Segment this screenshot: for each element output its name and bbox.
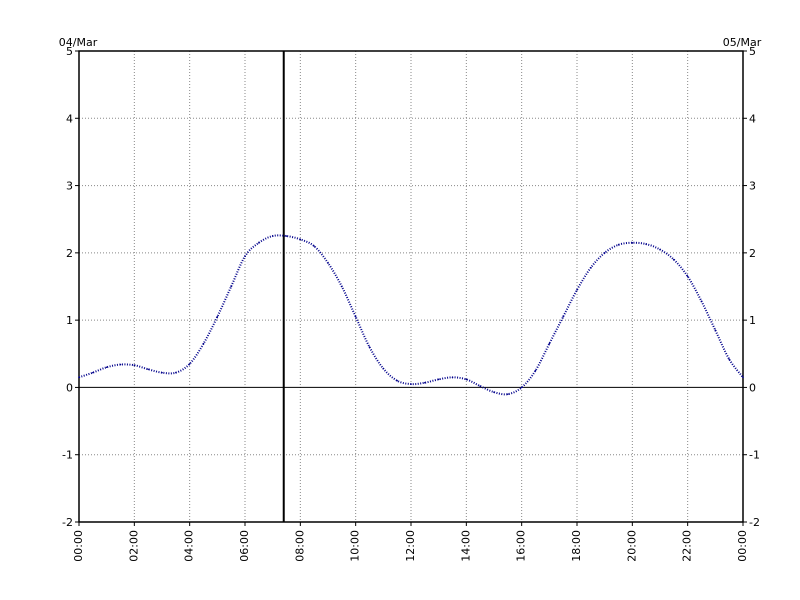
x-tick-label: 00:00	[736, 530, 749, 562]
x-tick-label: 18:00	[570, 530, 583, 562]
data-point	[258, 241, 260, 244]
data-point	[230, 285, 232, 288]
data-point	[617, 243, 620, 246]
y-tick-label-left: -1	[62, 449, 73, 462]
x-tick-label: 16:00	[515, 530, 528, 562]
y-tick-label-left: 5	[66, 45, 73, 58]
data-point	[133, 364, 136, 367]
plot-frame	[78, 50, 744, 523]
data-point	[244, 255, 246, 258]
data-point	[299, 238, 302, 241]
data-point	[175, 371, 177, 374]
y-tick-label-right: -1	[749, 449, 760, 462]
data-point	[742, 376, 744, 379]
data-point	[327, 262, 329, 264]
data-point	[92, 371, 94, 374]
data-point	[534, 369, 537, 372]
data-point	[451, 376, 454, 379]
x-tick-label: 20:00	[625, 530, 638, 562]
data-point	[465, 378, 468, 381]
data-point	[341, 285, 343, 288]
y-tick-label-left: 2	[66, 247, 73, 260]
data-point	[659, 248, 661, 251]
y-tick-label-right: 3	[749, 180, 756, 193]
x-tick-label: 02:00	[127, 530, 140, 562]
data-point	[105, 366, 108, 369]
data-point	[437, 378, 440, 381]
y-tick-label-right: 2	[749, 247, 756, 260]
y-tick-label-right: 5	[749, 45, 756, 58]
date-label-right: 05/Mar	[723, 36, 762, 49]
x-tick-label: 00:00	[72, 530, 85, 562]
y-tick-label-left: 4	[66, 112, 73, 125]
tide-height-line	[78, 234, 744, 396]
data-point	[631, 241, 634, 244]
x-tick-label: 08:00	[293, 530, 306, 562]
data-point	[424, 381, 426, 384]
y-tick-label-left: -2	[62, 516, 73, 529]
x-tick-label: 06:00	[238, 530, 251, 562]
data-point	[686, 275, 689, 278]
data-point	[119, 363, 122, 366]
grid-lines	[79, 51, 743, 522]
data-point	[78, 376, 80, 379]
data-point	[396, 379, 398, 382]
data-point	[673, 258, 675, 261]
data-point	[188, 363, 191, 365]
data-point	[216, 315, 219, 318]
x-tick-label: 14:00	[459, 530, 472, 562]
data-point	[313, 245, 315, 247]
y-tick-label-right: 0	[749, 381, 756, 394]
y-tick-label-left: 1	[66, 314, 73, 327]
data-point	[161, 371, 163, 374]
data-point	[714, 329, 717, 332]
data-point	[700, 300, 703, 303]
y-tick-label-right: 4	[749, 112, 756, 125]
y-tick-label-right: 1	[749, 314, 756, 327]
data-point	[147, 368, 149, 371]
data-point	[562, 315, 564, 318]
data-point	[507, 393, 509, 395]
data-point	[271, 235, 274, 237]
data-point	[479, 385, 481, 387]
data-point	[576, 289, 578, 291]
y-tick-label-left: 3	[66, 180, 73, 193]
axes	[75, 50, 747, 526]
data-point	[354, 315, 357, 318]
y-tick-label-right: -2	[749, 516, 760, 529]
data-point	[645, 243, 647, 245]
data-point	[493, 391, 495, 393]
data-point	[603, 252, 606, 254]
data-point	[368, 346, 371, 348]
x-tick-label: 10:00	[349, 530, 362, 562]
y-tick-label-left: 0	[66, 381, 73, 394]
data-point	[410, 383, 412, 385]
x-tick-label: 22:00	[681, 530, 694, 562]
data-point	[548, 342, 551, 345]
data-point	[202, 342, 205, 345]
series-layer	[78, 234, 744, 396]
data-point	[728, 358, 730, 360]
data-point	[285, 235, 288, 237]
data-point	[520, 386, 523, 389]
data-point	[382, 367, 385, 370]
data-point	[590, 266, 592, 269]
x-tick-label: 12:00	[404, 530, 417, 562]
x-tick-label: 04:00	[183, 530, 196, 562]
date-label-left: 04/Mar	[59, 36, 98, 49]
tick-labels: 00:00 02:00 04:00 06:00 08:00 10:00 12:00 14:00…	[62, 45, 760, 562]
